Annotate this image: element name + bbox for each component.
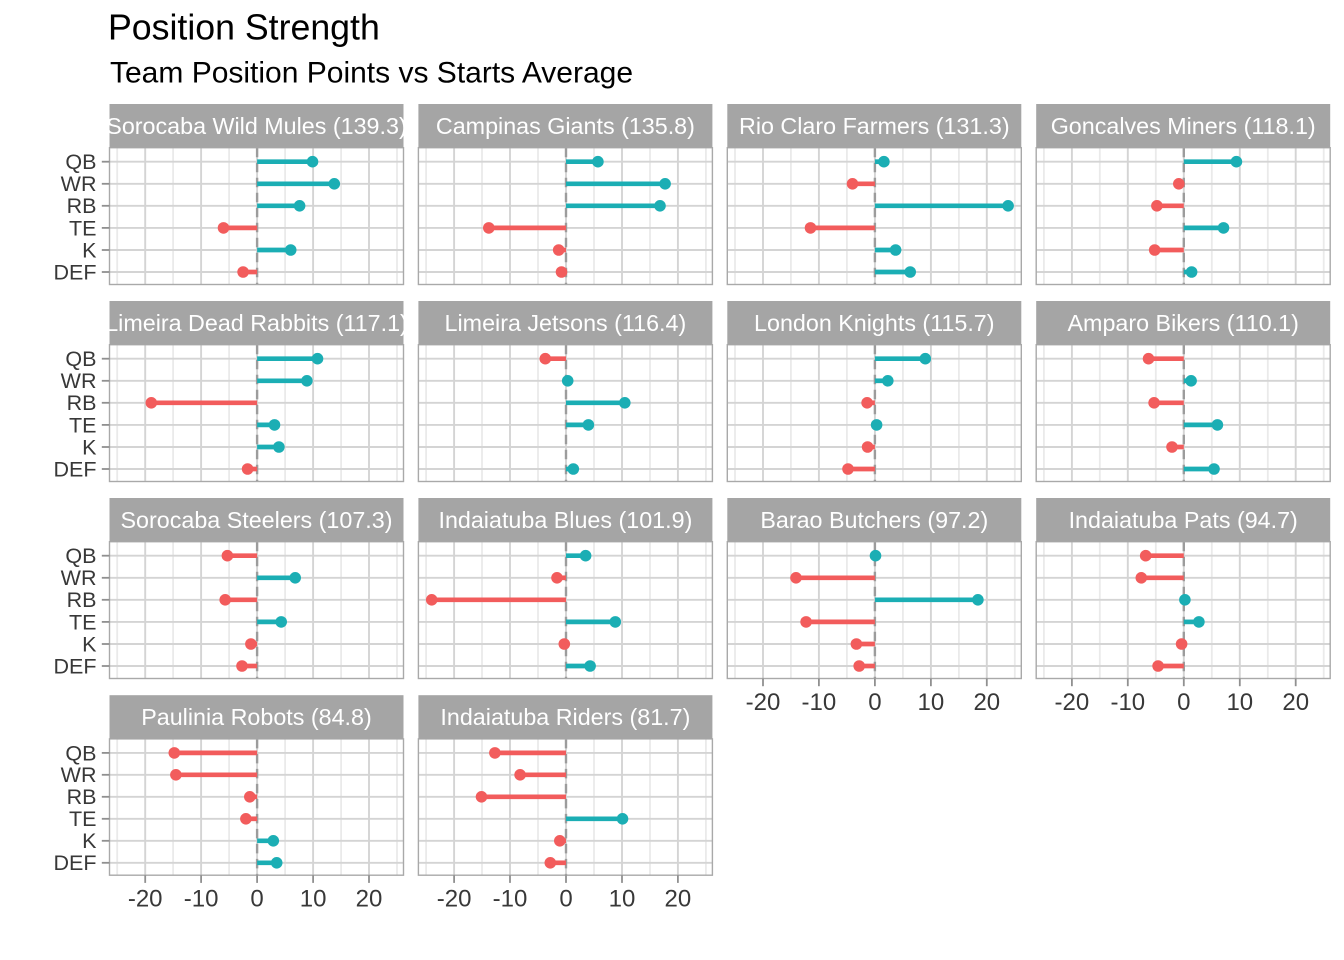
svg-text:10: 10	[918, 689, 945, 716]
svg-text:Limeira Jetsons (116.4): Limeira Jetsons (116.4)	[445, 310, 687, 336]
svg-text:WR: WR	[61, 172, 97, 196]
svg-text:QB: QB	[65, 150, 96, 174]
svg-text:Indaiatuba Riders (81.7): Indaiatuba Riders (81.7)	[440, 704, 690, 730]
svg-text:-10: -10	[1110, 689, 1145, 716]
svg-text:RB: RB	[67, 194, 97, 218]
svg-text:10: 10	[1226, 689, 1253, 716]
svg-text:QB: QB	[65, 741, 96, 765]
svg-text:Goncalves Miners (118.1): Goncalves Miners (118.1)	[1051, 113, 1316, 139]
svg-text:K: K	[82, 435, 97, 459]
svg-text:RB: RB	[67, 785, 97, 809]
svg-text:-20: -20	[746, 689, 781, 716]
svg-text:-20: -20	[437, 886, 472, 913]
svg-text:DEF: DEF	[54, 851, 97, 875]
svg-text:K: K	[82, 829, 97, 853]
svg-text:WR: WR	[61, 369, 97, 393]
svg-text:QB: QB	[65, 347, 96, 371]
svg-text:0: 0	[868, 689, 881, 716]
svg-text:Campinas Giants (135.8): Campinas Giants (135.8)	[436, 113, 695, 139]
svg-text:Rio Claro Farmers (131.3): Rio Claro Farmers (131.3)	[739, 113, 1010, 139]
svg-text:WR: WR	[61, 763, 97, 787]
svg-text:20: 20	[973, 689, 1000, 716]
svg-text:TE: TE	[69, 216, 96, 240]
svg-text:DEF: DEF	[54, 457, 97, 481]
svg-text:0: 0	[1177, 689, 1190, 716]
svg-text:WR: WR	[61, 566, 97, 590]
svg-text:K: K	[82, 632, 97, 656]
svg-text:RB: RB	[67, 391, 97, 415]
svg-text:Amparo Bikers (110.1): Amparo Bikers (110.1)	[1068, 310, 1299, 336]
svg-text:Sorocaba Steelers (107.3): Sorocaba Steelers (107.3)	[121, 507, 393, 533]
svg-text:Indaiatuba Blues (101.9): Indaiatuba Blues (101.9)	[438, 507, 692, 533]
svg-text:RB: RB	[67, 588, 97, 612]
svg-text:-10: -10	[802, 689, 837, 716]
svg-text:Position Strength: Position Strength	[108, 8, 380, 48]
svg-text:Paulinia Robots (84.8): Paulinia Robots (84.8)	[141, 704, 372, 730]
svg-text:20: 20	[1282, 689, 1309, 716]
svg-text:10: 10	[609, 886, 636, 913]
svg-text:TE: TE	[69, 413, 96, 437]
svg-text:Barao Butchers (97.2): Barao Butchers (97.2)	[760, 507, 988, 533]
svg-text:-10: -10	[184, 886, 219, 913]
svg-text:TE: TE	[69, 807, 96, 831]
svg-text:Limeira Dead Rabbits (117.1): Limeira Dead Rabbits (117.1)	[105, 310, 408, 336]
svg-text:DEF: DEF	[54, 654, 97, 678]
svg-text:Team Position Points vs Starts: Team Position Points vs Starts Average	[110, 57, 633, 90]
svg-text:0: 0	[559, 886, 572, 913]
svg-text:-20: -20	[128, 886, 163, 913]
svg-text:QB: QB	[65, 544, 96, 568]
svg-text:Indaiatuba Pats (94.7): Indaiatuba Pats (94.7)	[1069, 507, 1298, 533]
svg-text:-10: -10	[493, 886, 528, 913]
svg-text:Sorocaba Wild Mules (139.3): Sorocaba Wild Mules (139.3)	[106, 113, 406, 139]
svg-text:K: K	[82, 238, 97, 262]
svg-text:London Knights (115.7): London Knights (115.7)	[754, 310, 994, 336]
svg-text:20: 20	[356, 886, 383, 913]
svg-text:DEF: DEF	[54, 260, 97, 284]
svg-text:20: 20	[665, 886, 692, 913]
svg-text:-20: -20	[1055, 689, 1090, 716]
svg-text:TE: TE	[69, 610, 96, 634]
svg-text:10: 10	[300, 886, 327, 913]
svg-text:0: 0	[250, 886, 263, 913]
